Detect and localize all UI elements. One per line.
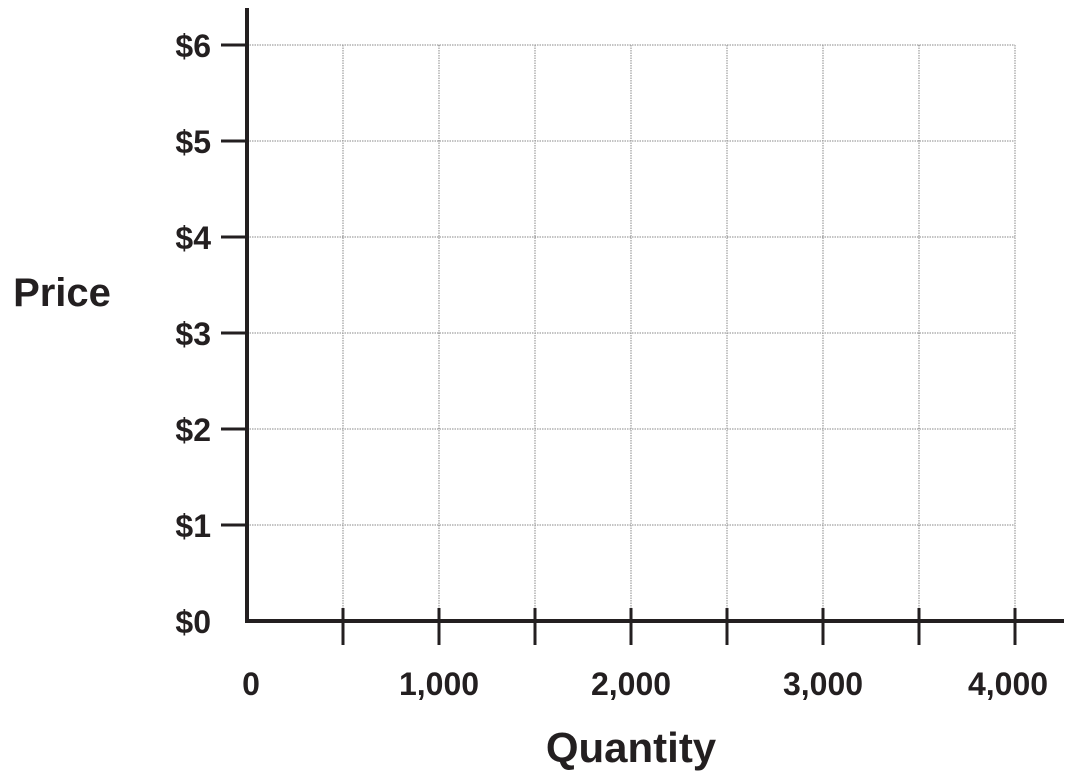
y-tick-label: $1	[175, 508, 211, 544]
y-axis-title: Price	[13, 271, 111, 315]
x-tick-label: 2,000	[591, 666, 671, 702]
grid	[247, 44, 1016, 621]
x-tick-label: 4,000	[968, 666, 1048, 702]
ticks	[221, 43, 1017, 645]
x-tick-label: 3,000	[783, 666, 863, 702]
y-tick-label: $2	[175, 412, 211, 448]
x-axis-title: Quantity	[546, 724, 717, 771]
y-tick-label: $5	[175, 124, 211, 160]
axes	[245, 8, 1064, 623]
y-tick-label: $3	[175, 316, 211, 352]
x-tick-label: 0	[242, 666, 260, 702]
y-tick-label: $4	[175, 220, 211, 256]
x-tick-label: 1,000	[399, 666, 479, 702]
y-tick-label: $0	[175, 604, 211, 640]
y-tick-label: $6	[175, 28, 211, 64]
tick-labels: $0 $1 $2 $3 $4 $5 $6 0 1,000 2,000 3,000 4,000	[175, 28, 1048, 702]
